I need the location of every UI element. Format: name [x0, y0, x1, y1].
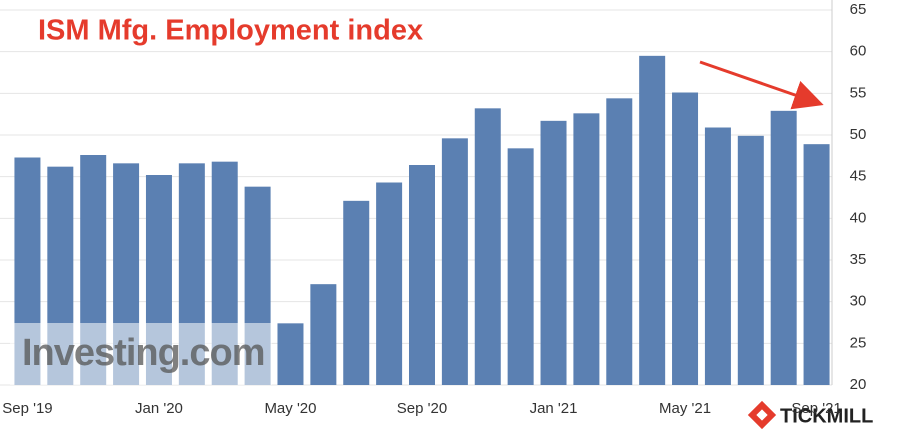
x-tick-label: Sep '21: [791, 400, 841, 417]
y-tick-label: 30: [850, 293, 867, 310]
y-tick-label: 55: [850, 84, 867, 101]
y-tick-label: 45: [850, 168, 867, 185]
x-tick-label: May '21: [659, 400, 711, 417]
chart-title: ISM Mfg. Employment index: [38, 15, 423, 47]
bar: [737, 135, 764, 385]
bar: [376, 182, 403, 385]
x-tick-label: Sep '19: [2, 400, 52, 417]
bar: [606, 98, 633, 385]
bar: [672, 92, 699, 385]
bar: [770, 110, 797, 385]
y-tick-label: 25: [850, 334, 867, 351]
y-tick-label: 50: [850, 126, 867, 143]
bar: [803, 144, 830, 385]
bar: [310, 284, 337, 385]
bar: [409, 165, 435, 385]
x-tick-label: Jan '20: [135, 400, 183, 417]
bar: [474, 108, 501, 385]
y-tick-label: 20: [850, 376, 867, 393]
y-tick-label: 35: [850, 251, 867, 268]
bar: [441, 138, 468, 385]
bar: [573, 113, 600, 385]
bar: [639, 55, 666, 385]
x-tick-label: Sep '20: [397, 400, 447, 417]
logo: TICKMILL: [780, 405, 873, 427]
logo-icon: [747, 400, 777, 430]
arrow: [699, 60, 824, 110]
bar: [540, 120, 567, 385]
x-tick-label: May '20: [264, 400, 316, 417]
watermark: Investing.com: [22, 332, 265, 374]
bar: [704, 127, 731, 385]
bar: [507, 148, 534, 385]
x-tick-label: Jan '21: [530, 400, 578, 417]
watermark-overlay: [10, 323, 272, 385]
bar: [277, 323, 304, 385]
bar: [343, 200, 370, 385]
y-tick-label: 40: [850, 209, 867, 226]
y-tick-label: 60: [850, 43, 867, 60]
y-tick-label: 65: [850, 1, 867, 18]
